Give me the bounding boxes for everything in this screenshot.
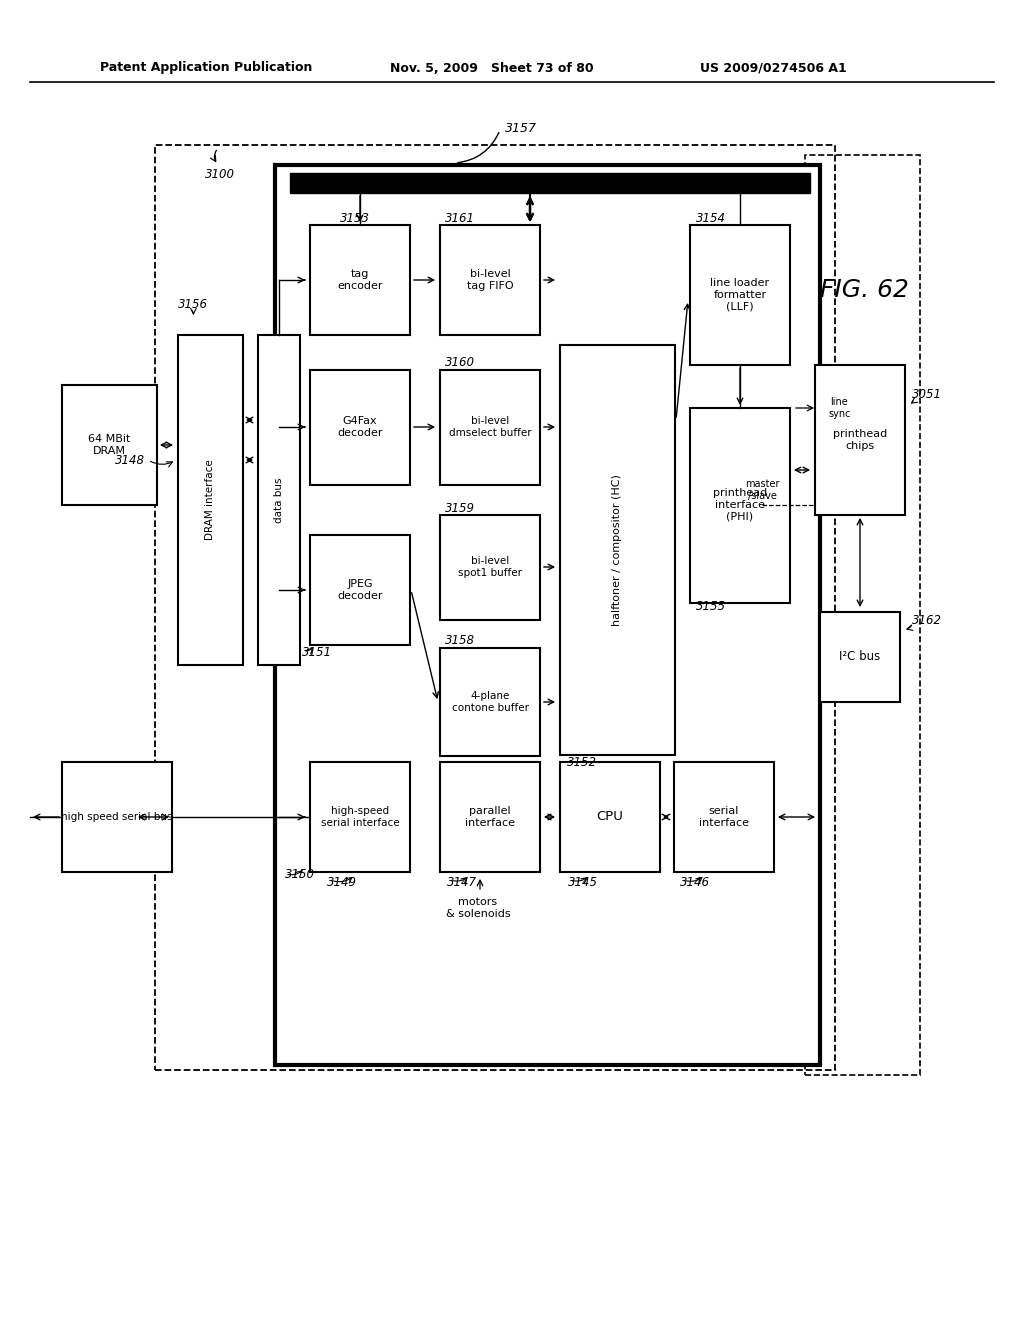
Bar [815,366,905,515]
Bar [560,762,660,873]
Text: printhead
chips: printhead chips [833,429,887,451]
Bar [62,762,172,873]
Text: 3155: 3155 [696,601,726,614]
Text: halftoner / compositor (HC): halftoner / compositor (HC) [612,474,622,626]
Text: 3157: 3157 [505,121,537,135]
Bar [690,408,790,603]
Text: CPU: CPU [597,810,624,824]
Text: 3161: 3161 [445,211,475,224]
Text: printhead
interface
(PHI): printhead interface (PHI) [713,488,767,521]
Bar [310,762,410,873]
Text: bi-level
spot1 buffer: bi-level spot1 buffer [458,556,522,578]
Text: parallel
interface: parallel interface [465,807,515,828]
Text: 3158: 3158 [445,635,475,648]
Text: 3156: 3156 [178,298,208,312]
Text: FIG. 62: FIG. 62 [820,279,909,302]
Text: 3100: 3100 [205,169,234,181]
Text: 3154: 3154 [696,211,726,224]
Text: Patent Application Publication: Patent Application Publication [100,62,312,74]
Bar [440,648,540,756]
Text: data bus: data bus [274,478,284,523]
Bar [440,224,540,335]
Text: 3160: 3160 [445,356,475,370]
Text: 3147: 3147 [447,875,477,888]
Text: 3150: 3150 [285,869,315,882]
Text: bi-level
tag FIFO: bi-level tag FIFO [467,269,513,290]
Bar [310,535,410,645]
Bar [440,762,540,873]
Bar [560,345,675,755]
Text: DRAM interface: DRAM interface [205,459,215,540]
Bar [280,195,550,865]
Text: high-speed
serial interface: high-speed serial interface [321,807,399,828]
Text: line loader
formatter
(LLF): line loader formatter (LLF) [711,279,770,312]
Bar [310,370,410,484]
Text: US 2009/0274506 A1: US 2009/0274506 A1 [700,62,847,74]
Bar [295,201,520,649]
Bar [178,335,243,665]
Bar [275,165,820,1065]
Bar [690,224,790,366]
Text: line
sync: line sync [828,397,851,418]
Bar [820,612,900,702]
Text: high speed serial bus: high speed serial bus [61,812,173,822]
Bar [155,145,835,1071]
Text: 64 MBit
DRAM: 64 MBit DRAM [88,434,130,455]
Bar [258,335,300,665]
Text: tag
encoder: tag encoder [337,269,383,290]
Text: 3159: 3159 [445,502,475,515]
Text: Nov. 5, 2009   Sheet 73 of 80: Nov. 5, 2009 Sheet 73 of 80 [390,62,594,74]
Bar [310,224,410,335]
Text: master
/slave: master /slave [744,479,779,500]
Text: bi-level
dmselect buffer: bi-level dmselect buffer [449,416,531,438]
Bar [440,515,540,620]
Bar [290,173,810,193]
Bar [440,370,540,484]
Text: G4Fax
decoder: G4Fax decoder [337,416,383,438]
Text: 3153: 3153 [340,211,370,224]
Text: motors
& solenoids: motors & solenoids [445,898,510,919]
Bar [674,762,774,873]
Bar [805,154,920,1074]
Text: 3149: 3149 [327,875,357,888]
Text: 4-plane
contone buffer: 4-plane contone buffer [452,692,528,713]
Text: 3148: 3148 [115,454,145,466]
Text: 3145: 3145 [568,875,598,888]
Text: JPEG
decoder: JPEG decoder [337,579,383,601]
Text: serial
interface: serial interface [699,807,749,828]
Text: 3152: 3152 [567,755,597,768]
Text: 3051: 3051 [912,388,942,401]
Bar [62,385,157,506]
Text: 3146: 3146 [680,875,710,888]
Text: I²C bus: I²C bus [840,651,881,664]
Text: 3151: 3151 [302,645,332,659]
Text: 3162: 3162 [912,614,942,627]
